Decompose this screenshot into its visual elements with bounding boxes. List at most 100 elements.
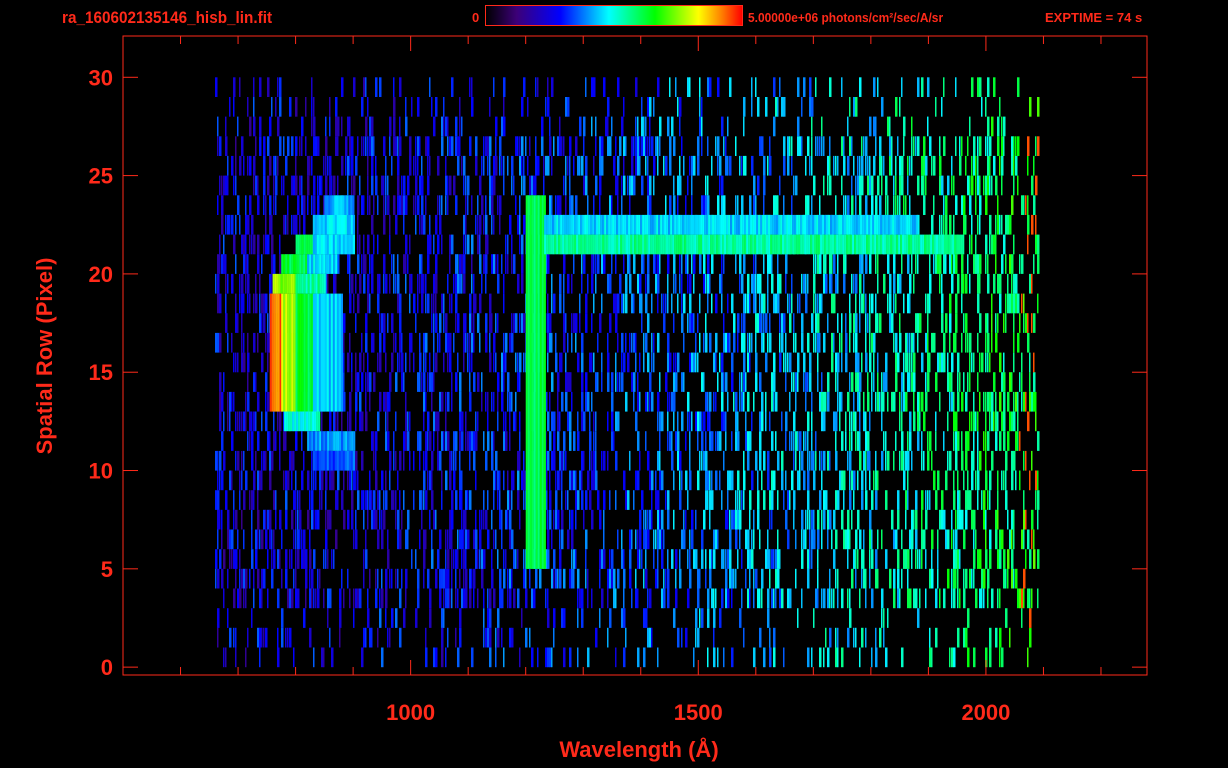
heatmap-cell (371, 509, 374, 530)
heatmap-cell (217, 627, 219, 648)
heatmap-feature (327, 431, 330, 451)
heatmap-cell (279, 234, 281, 255)
heatmap-cell (599, 549, 602, 569)
heatmap-cell (505, 352, 507, 373)
heatmap-cell (217, 195, 219, 215)
heatmap-cell (775, 431, 777, 451)
heatmap-cell (453, 450, 455, 471)
heatmap-cell (985, 529, 987, 550)
heatmap-cell (717, 155, 719, 176)
heatmap-cell (623, 568, 626, 589)
heatmap-cell (445, 588, 448, 609)
heatmap-feature (828, 234, 831, 255)
heatmap-cell (267, 509, 270, 530)
heatmap-cell (265, 234, 268, 255)
heatmap-cell (571, 549, 573, 569)
heatmap-cell (235, 293, 237, 314)
heatmap-feature (752, 234, 755, 255)
heatmap-cell (793, 332, 795, 353)
heatmap-cell (603, 254, 606, 274)
heatmap-cell (263, 195, 265, 215)
heatmap-cell (971, 234, 973, 255)
heatmap-cell (1023, 588, 1025, 609)
heatmap-cell (279, 509, 282, 530)
heatmap-cell (913, 411, 916, 432)
heatmap-feature (346, 195, 349, 215)
heatmap-cell (775, 97, 778, 117)
heatmap-cell (225, 116, 227, 137)
heatmap-cell (393, 77, 395, 97)
heatmap-cell (883, 372, 886, 392)
heatmap-cell (613, 588, 616, 609)
heatmap-feature (856, 234, 859, 255)
heatmap-cell (855, 195, 857, 215)
heatmap-feature (840, 214, 843, 235)
heatmap-cell (989, 411, 991, 432)
heatmap-cell (371, 175, 374, 196)
heatmap-cell (355, 155, 358, 176)
heatmap-cell (995, 509, 998, 530)
heatmap-cell (367, 352, 369, 373)
heatmap-cell (271, 450, 274, 471)
heatmap-cell (229, 391, 232, 412)
heatmap-feature (594, 214, 597, 235)
heatmap-cell (407, 254, 409, 274)
heatmap-feature (614, 234, 617, 255)
heatmap-cell (509, 411, 511, 432)
heatmap-cell (1013, 155, 1015, 176)
heatmap-cell (499, 214, 501, 235)
heatmap-cell (735, 411, 738, 432)
heatmap-cell (385, 470, 387, 491)
heatmap-cell (309, 588, 312, 609)
heatmap-cell (719, 431, 722, 451)
heatmap-cell (909, 195, 911, 215)
heatmap-cell (255, 372, 257, 392)
heatmap-cell (217, 529, 219, 550)
heatmap-cell (791, 293, 793, 314)
heatmap-cell (695, 627, 697, 648)
heatmap-cell (469, 450, 471, 471)
heatmap-cell (405, 568, 408, 589)
heatmap-cell (637, 470, 640, 491)
heatmap-cell (557, 391, 559, 412)
heatmap-cell (885, 175, 888, 196)
heatmap-cell (661, 588, 664, 609)
heatmap-cell (793, 490, 796, 510)
heatmap-cell (739, 509, 742, 530)
heatmap-cell (455, 549, 458, 569)
heatmap-cell (403, 372, 405, 392)
heatmap-feature (280, 273, 283, 294)
heatmap-feature (658, 234, 661, 255)
heatmap-cell (883, 155, 885, 176)
heatmap-cell (927, 450, 930, 471)
heatmap-cell (795, 450, 797, 471)
heatmap-cell (839, 470, 842, 491)
heatmap-cell (817, 529, 820, 550)
heatmap-cell (1027, 588, 1030, 609)
heatmap-cell (649, 588, 652, 609)
heatmap-cell (939, 254, 942, 274)
heatmap-cell (393, 136, 396, 156)
heatmap-cell (545, 254, 548, 274)
heatmap-cell (1037, 490, 1040, 510)
heatmap-cell (623, 608, 626, 628)
heatmap-cell (787, 588, 790, 609)
heatmap-cell (861, 627, 864, 648)
heatmap-feature (328, 450, 331, 471)
heatmap-cell (281, 627, 284, 648)
heatmap-feature (301, 254, 304, 274)
heatmap-cell (895, 529, 898, 550)
heatmap-cell (229, 529, 232, 550)
heatmap-feature (736, 214, 739, 235)
heatmap-cell (327, 509, 330, 530)
heatmap-feature (704, 214, 707, 235)
heatmap-feature (842, 234, 845, 255)
heatmap-cell (813, 175, 816, 196)
colorbar-max-label: 5.00000e+06 photons/cm²/sec/A/sr (748, 10, 944, 25)
heatmap-feature (850, 234, 853, 255)
heatmap-cell (1001, 214, 1003, 235)
heatmap-cell (503, 293, 505, 314)
heatmap-cell (669, 155, 672, 176)
heatmap-cell (679, 490, 682, 510)
heatmap-feature (878, 234, 881, 255)
